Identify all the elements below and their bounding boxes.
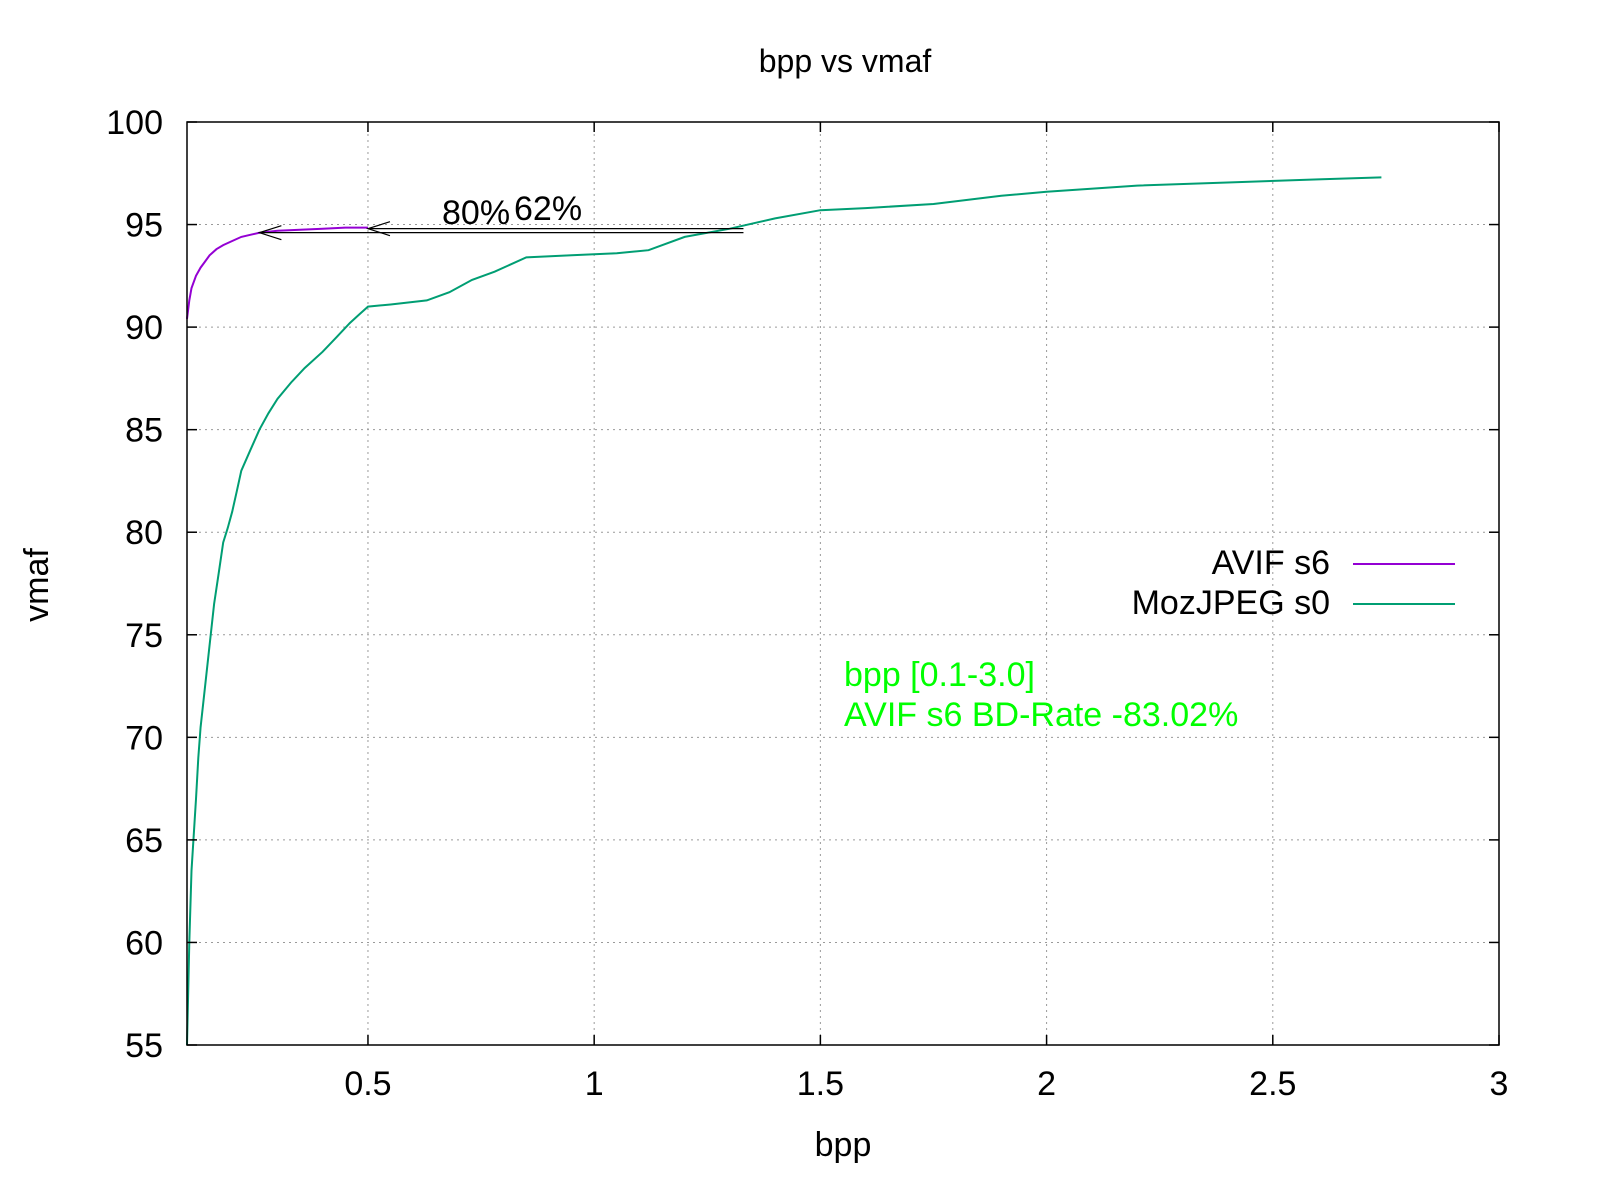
arrow-62-head <box>365 221 391 237</box>
bd-rate-text: AVIF s6 BD-Rate -83.02% <box>844 696 1238 734</box>
x-axis-ticks: 0.5 1 1.5 2 2.5 3 <box>344 122 1508 1103</box>
y-tick-label: 100 <box>106 104 163 142</box>
y-axis-ticks: 55 60 65 70 75 80 85 90 95 100 <box>106 104 1499 1065</box>
x-tick-label: 2.5 <box>1249 1065 1296 1103</box>
y-tick-label: 60 <box>125 924 163 962</box>
x-tick-label: 1.5 <box>797 1065 844 1103</box>
annotation-arrows <box>257 221 744 241</box>
x-tick-label: 1 <box>585 1065 604 1103</box>
bpp-range-text: bpp [0.1-3.0] <box>844 656 1035 694</box>
y-tick-label: 55 <box>125 1027 163 1065</box>
plot-frame <box>186 121 1500 1046</box>
legend-label-mozjpeg: MozJPEG s0 <box>1132 584 1330 622</box>
y-tick-label: 95 <box>125 207 163 245</box>
arrow-label-80: 80% <box>442 194 510 232</box>
legend: AVIF s6 MozJPEG s0 <box>1132 544 1455 622</box>
y-tick-label: 75 <box>125 617 163 655</box>
series-line-avif-s6 <box>186 226 368 320</box>
y-tick-label: 65 <box>125 822 163 860</box>
legend-label-avif: AVIF s6 <box>1212 544 1330 582</box>
chart-title: bpp vs vmaf <box>759 43 932 79</box>
bd-rate-annotation: bpp [0.1-3.0] AVIF s6 BD-Rate -83.02% <box>844 656 1238 734</box>
x-axis-label: bpp <box>815 1126 872 1164</box>
grid <box>187 122 1499 1045</box>
y-axis-label: vmaf <box>18 548 56 622</box>
y-tick-label: 85 <box>125 412 163 450</box>
x-tick-label: 3 <box>1490 1065 1509 1103</box>
x-tick-label: 2 <box>1037 1065 1056 1103</box>
arrow-label-62: 62% <box>514 190 582 228</box>
x-tick-label: 0.5 <box>344 1065 391 1103</box>
arrow-80-head <box>257 225 282 241</box>
y-tick-label: 70 <box>125 719 163 757</box>
y-tick-label: 80 <box>125 514 163 552</box>
series-line-mozjpeg-s0 <box>186 176 1382 1046</box>
series-group <box>186 176 1382 1046</box>
y-tick-label: 90 <box>125 309 163 347</box>
